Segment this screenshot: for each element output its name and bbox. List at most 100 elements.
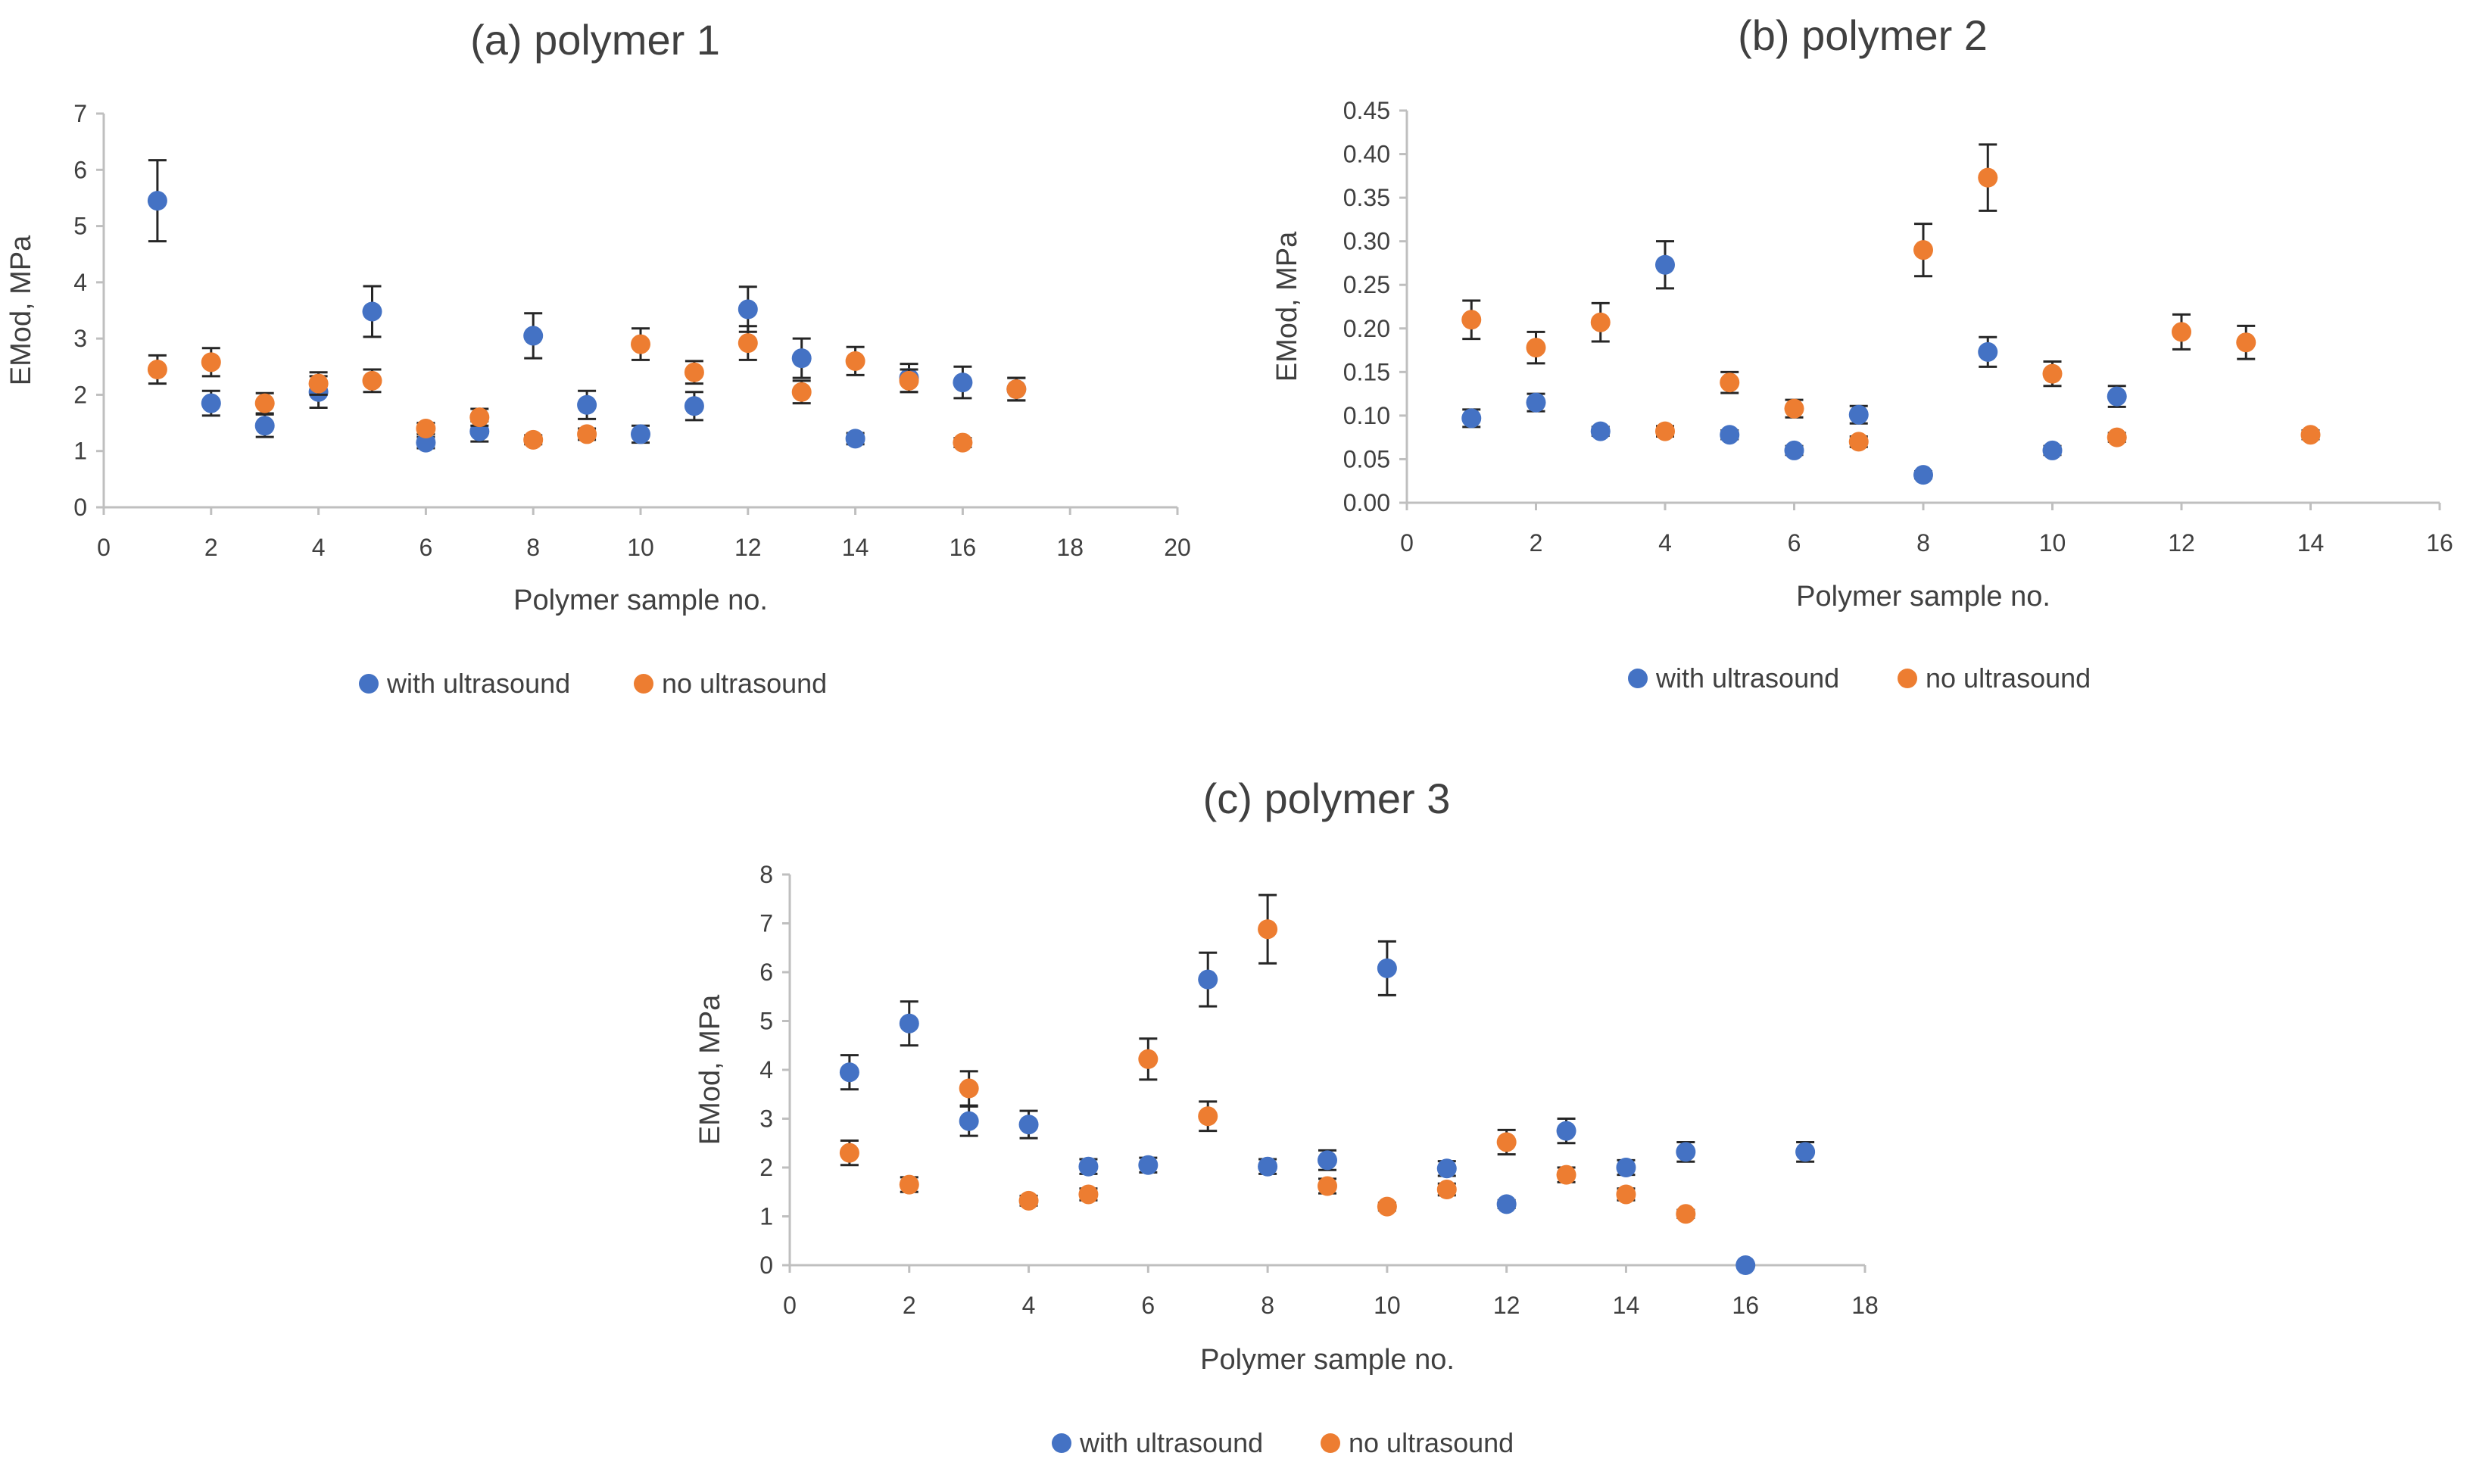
data-point [577,424,597,444]
y-tick-label: 0.05 [1343,445,1390,472]
data-point [738,333,758,354]
data-point [1676,1142,1696,1162]
y-tick-label: 0 [759,1252,773,1279]
data-point [1018,1190,1039,1211]
series-no-ultrasound [147,325,1027,453]
data-point [2107,427,2127,447]
x-tick-label: 12 [734,534,762,561]
data-point [1556,1121,1576,1141]
data-point [147,360,167,379]
y-tick-label: 1 [759,1203,773,1230]
data-point [1198,969,1218,990]
x-tick-label: 12 [1493,1292,1520,1319]
y-axis-label: EMod, MPa [5,235,37,385]
data-point [2042,440,2063,460]
x-tick-label: 10 [627,534,654,561]
data-point [1461,310,1482,330]
data-point [1655,254,1675,275]
legend-marker [1628,669,1648,688]
data-point [839,1062,859,1083]
x-tick-label: 0 [1400,529,1414,556]
y-tick-label: 4 [759,1056,773,1083]
x-tick-label: 14 [1613,1292,1640,1319]
data-point [1018,1115,1039,1135]
legend-marker [1898,669,1917,688]
x-tick-label: 14 [2297,529,2325,556]
x-tick-label: 6 [419,534,433,561]
data-point [1258,1156,1278,1177]
data-point [1848,432,1869,452]
y-tick-label: 2 [73,381,87,408]
y-tick-label: 5 [759,1008,773,1035]
data-point [201,352,221,373]
legend-marker [359,674,379,694]
y-axis-label: EMod, MPa [694,994,726,1145]
data-point [1078,1156,1099,1177]
data-point [1526,392,1546,413]
x-tick-label: 6 [1788,529,1801,556]
y-tick-label: 0.20 [1343,315,1390,342]
series-with-ultrasound [147,159,1027,453]
data-point [1318,1150,1337,1171]
data-point [254,416,275,436]
x-tick-label: 10 [1374,1292,1401,1319]
data-point [2172,322,2191,342]
data-point [1616,1158,1636,1177]
data-point [1848,404,1869,425]
y-tick-label: 3 [759,1105,773,1133]
chart-panel-a: (a) polymer 10 2 4 6 8 10 12 14 16 18 2001234567Po… [5,16,1191,699]
x-tick-label: 18 [1056,534,1084,561]
y-tick-label: 0.30 [1343,228,1390,255]
data-point [1735,1255,1756,1275]
x-tick-label: 14 [842,534,869,561]
data-point [1590,421,1611,441]
x-tick-label: 10 [2039,529,2066,556]
data-point [2107,386,2127,407]
data-point [1078,1184,1099,1205]
data-point [1978,167,1998,188]
y-tick-label: 7 [73,100,87,127]
y-tick-label: 3 [73,325,87,352]
data-point [1006,379,1027,399]
legend-marker [634,674,653,694]
y-tick-label: 1 [73,438,87,465]
x-tick-label: 4 [312,534,326,561]
series-with-ultrasound [839,940,1816,1275]
y-tick-label: 2 [759,1154,773,1181]
data-point [684,396,704,416]
data-point [845,351,865,371]
y-tick-label: 6 [759,959,773,986]
data-point [1556,1164,1576,1185]
data-point [959,1078,979,1099]
data-point [1138,1049,1159,1069]
x-tick-label: 2 [1530,529,1543,556]
data-point [845,429,865,449]
data-point [1720,373,1740,393]
data-point [953,432,973,453]
data-point [2042,363,2063,384]
data-point [147,191,167,211]
x-tick-label: 4 [1022,1292,1036,1319]
data-point [684,362,704,382]
y-tick-label: 0.00 [1343,489,1390,516]
y-tick-label: 0.15 [1343,358,1390,385]
x-tick-label: 4 [1658,529,1672,556]
data-point [1496,1132,1517,1152]
y-tick-label: 6 [73,156,87,183]
data-point [1526,338,1546,358]
data-point [899,370,919,391]
legend-label: with ultrasound [1079,1427,1263,1458]
data-point [416,432,436,453]
series-with-ultrasound [1461,240,2127,485]
data-point [1318,1176,1337,1196]
x-tick-label: 0 [783,1292,797,1319]
data-point [362,370,382,391]
data-point [631,424,650,444]
x-axis-label: Polymer sample no. [1796,581,2050,613]
x-tick-label: 12 [2168,529,2195,556]
chart-title: (a) polymer 1 [470,16,720,64]
data-point [2300,425,2321,445]
data-point [523,326,544,346]
y-tick-label: 4 [73,269,87,296]
